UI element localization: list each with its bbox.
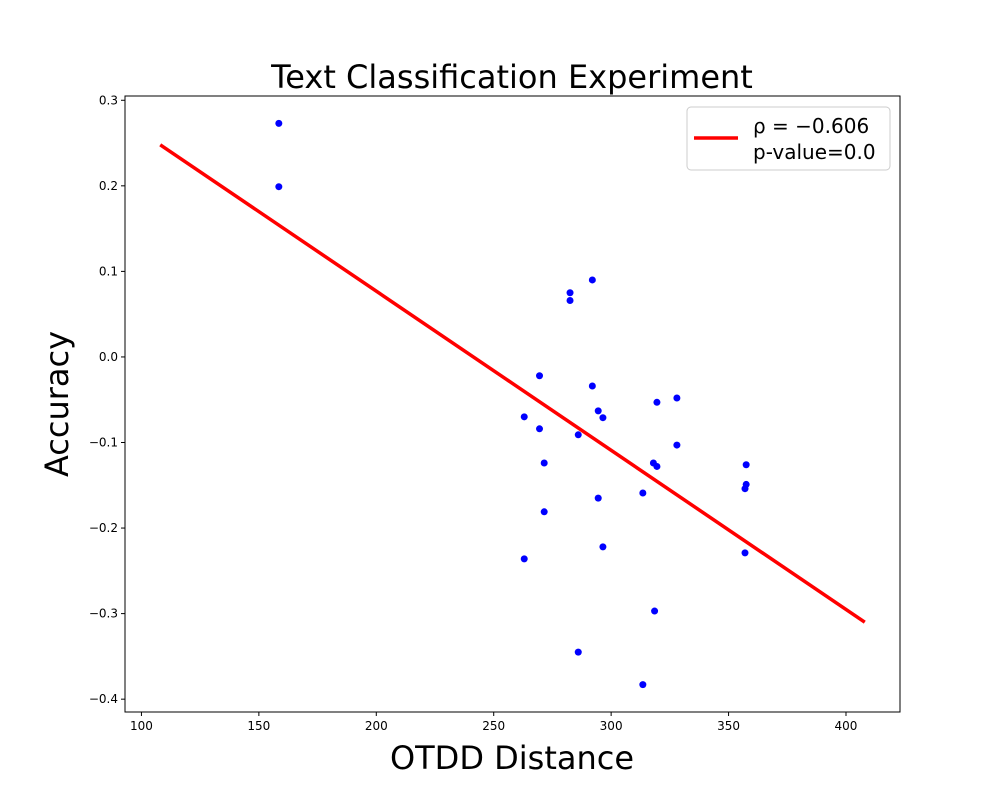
data-point xyxy=(275,183,283,191)
y-tick-label: −0.2 xyxy=(89,521,118,535)
data-point xyxy=(540,508,548,516)
data-point xyxy=(574,648,582,656)
legend-label-rho: ρ = −0.606 xyxy=(753,114,869,138)
data-point xyxy=(520,555,528,563)
y-axis: −0.4 −0.3 −0.2 −0.1 0.0 0.1 0.2 0.3 xyxy=(89,93,125,706)
x-tick-label: 250 xyxy=(482,719,505,733)
regression-line xyxy=(159,143,866,624)
data-point xyxy=(520,413,528,421)
data-point xyxy=(275,119,283,127)
data-point xyxy=(594,494,602,502)
data-point xyxy=(673,394,681,402)
y-tick-label: 0.3 xyxy=(99,93,118,107)
y-tick-label: −0.3 xyxy=(89,607,118,621)
data-point xyxy=(651,607,659,615)
data-point xyxy=(742,461,750,469)
plot-area xyxy=(159,119,866,689)
plot-frame xyxy=(124,95,901,713)
data-point xyxy=(653,398,661,406)
y-axis-label: Accuracy xyxy=(38,331,76,477)
x-tick-label: 350 xyxy=(717,719,740,733)
data-point xyxy=(566,289,574,297)
x-tick-label: 150 xyxy=(247,719,270,733)
data-point xyxy=(639,681,647,689)
data-point xyxy=(639,489,647,497)
data-point xyxy=(742,480,750,488)
data-point xyxy=(594,407,602,415)
data-point xyxy=(653,462,661,470)
data-point xyxy=(574,431,582,439)
x-axis-label: OTDD Distance xyxy=(390,739,634,777)
data-point xyxy=(673,441,681,449)
data-point xyxy=(599,414,607,422)
x-tick-label: 400 xyxy=(835,719,858,733)
legend: ρ = −0.606 p-value=0.0 xyxy=(686,106,891,171)
x-axis: 100 150 200 250 300 350 400 xyxy=(130,712,857,733)
data-point xyxy=(741,549,749,557)
legend-label-pvalue: p-value=0.0 xyxy=(753,140,876,164)
y-tick-label: 0.1 xyxy=(99,264,118,278)
y-tick-label: −0.4 xyxy=(89,692,118,706)
data-point xyxy=(599,543,607,551)
chart-title: Text Classification Experiment xyxy=(270,58,753,96)
data-point xyxy=(588,382,596,390)
data-point xyxy=(566,296,574,304)
data-point xyxy=(536,372,544,380)
y-tick-label: 0.2 xyxy=(99,179,118,193)
y-tick-label: −0.1 xyxy=(89,436,118,450)
data-point xyxy=(540,459,548,467)
legend-box xyxy=(686,106,891,171)
x-tick-label: 300 xyxy=(600,719,623,733)
x-tick-label: 100 xyxy=(130,719,153,733)
data-point xyxy=(588,276,596,284)
x-tick-label: 200 xyxy=(365,719,388,733)
y-tick-label: 0.0 xyxy=(99,350,118,364)
data-point xyxy=(536,425,544,433)
